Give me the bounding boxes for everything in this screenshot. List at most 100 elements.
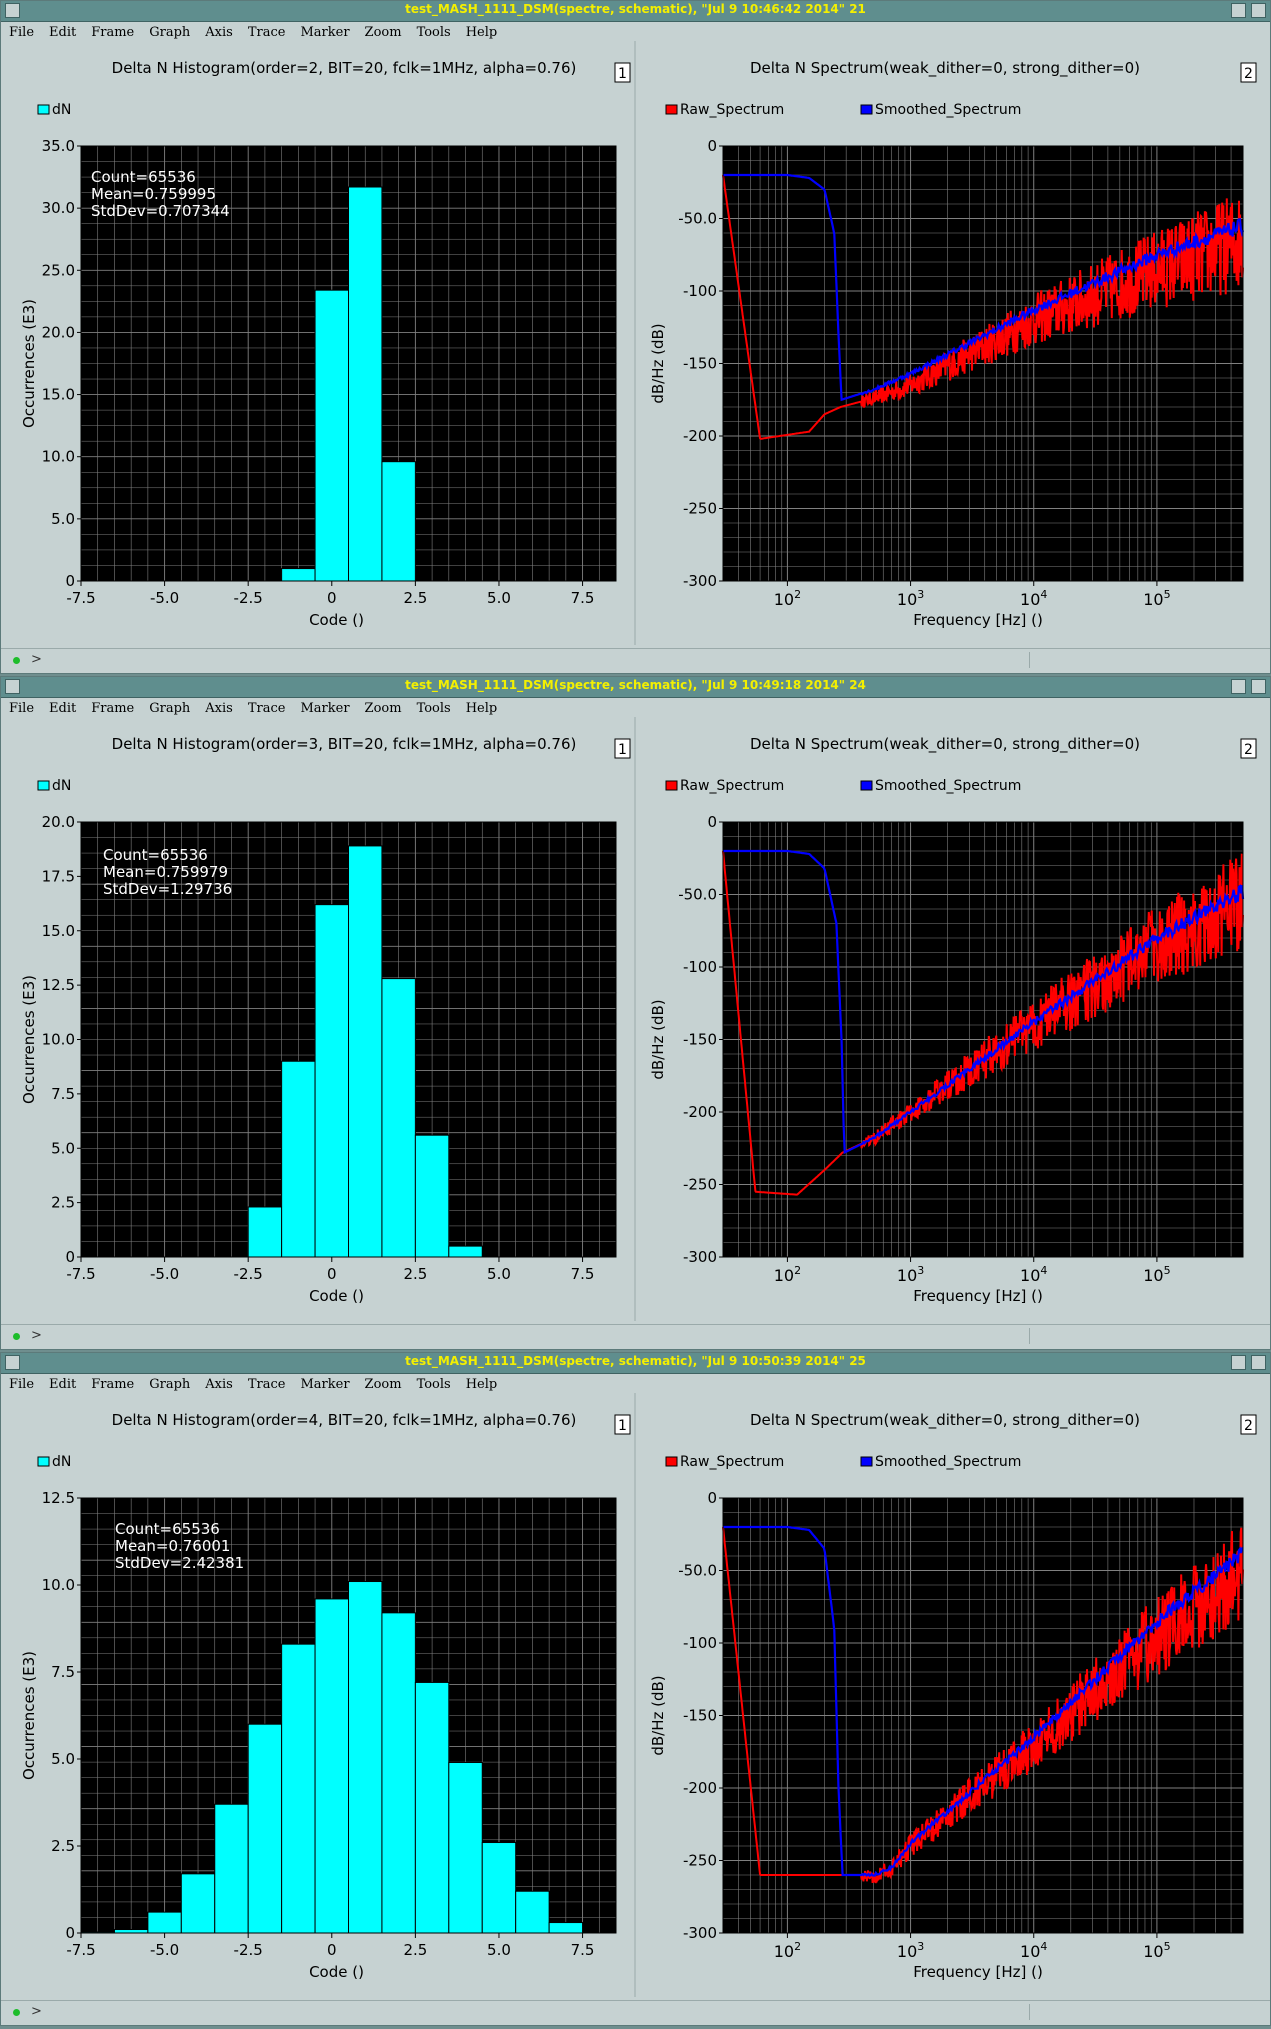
menu-marker[interactable]: Marker — [300, 701, 350, 716]
maximize-button[interactable] — [1251, 3, 1266, 18]
status-separator — [1029, 1328, 1030, 1344]
panel-number-box[interactable] — [1240, 1414, 1257, 1435]
menu-tools[interactable]: Tools — [416, 25, 451, 40]
menu-trace[interactable]: Trace — [247, 1377, 286, 1392]
window-menu-button[interactable] — [5, 679, 20, 694]
spectrum-plot-frame — [722, 1497, 1244, 1934]
y-tick-label: 10.0 — [42, 448, 75, 466]
menu-zoom[interactable]: Zoom — [364, 25, 402, 40]
stat-label: Mean=0.759995 — [91, 185, 216, 203]
plot-title: Delta N Histogram(order=2, BIT=20, fclk=… — [112, 59, 577, 77]
window-menu-button[interactable] — [5, 1355, 20, 1370]
histogram-bar — [281, 1060, 316, 1258]
panel-number-box[interactable] — [614, 1414, 631, 1435]
y-tick-label: -200 — [683, 1779, 717, 1797]
status-led-icon — [13, 1333, 20, 1340]
menu-graph[interactable]: Graph — [149, 25, 191, 40]
minimize-button[interactable] — [1231, 679, 1246, 694]
window-titlebar[interactable]: test_MASH_1111_DSM(spectre, schematic), … — [1, 1353, 1270, 1374]
histogram-plot-frame — [80, 145, 617, 582]
menu-axis[interactable]: Axis — [205, 1377, 233, 1392]
menu-trace[interactable]: Trace — [247, 25, 286, 40]
y-tick-label: 20.0 — [42, 813, 75, 831]
x-tick-label: 2.5 — [403, 1941, 427, 1959]
x-axis-label: Frequency [Hz] () — [913, 1963, 1043, 1981]
x-tick-label: 104 — [1020, 1940, 1047, 1961]
plot-window: test_MASH_1111_DSM(spectre, schematic), … — [0, 0, 1271, 674]
menu-file[interactable]: File — [9, 701, 35, 716]
window-titlebar[interactable]: test_MASH_1111_DSM(spectre, schematic), … — [1, 1, 1270, 22]
menu-graph[interactable]: Graph — [149, 701, 191, 716]
menu-help[interactable]: Help — [465, 25, 498, 40]
menu-tools[interactable]: Tools — [416, 701, 451, 716]
spectrum-plot-frame — [722, 821, 1244, 1258]
x-tick-label: 102 — [774, 588, 801, 609]
menu-tools[interactable]: Tools — [416, 1377, 451, 1392]
menu-graph[interactable]: Graph — [149, 1377, 191, 1392]
maximize-button[interactable] — [1251, 1355, 1266, 1370]
x-tick-label: 2.5 — [403, 589, 427, 607]
x-axis-label: Code () — [309, 1287, 364, 1305]
x-tick-label: 0 — [327, 1941, 337, 1959]
panel-number-box[interactable] — [1240, 62, 1257, 83]
plot-title: Delta N Spectrum(weak_dither=0, strong_d… — [750, 735, 1140, 754]
plot-title: Delta N Histogram(order=4, BIT=20, fclk=… — [112, 1411, 577, 1429]
menu-edit[interactable]: Edit — [49, 701, 77, 716]
y-tick-label: 0 — [707, 137, 717, 155]
stat-label: StdDev=1.29736 — [103, 880, 232, 898]
panel-number-box[interactable] — [614, 738, 631, 759]
command-prompt[interactable]: > — [31, 1328, 42, 1343]
menu-edit[interactable]: Edit — [49, 25, 77, 40]
histogram-bar — [414, 1681, 450, 1934]
menu-marker[interactable]: Marker — [300, 25, 350, 40]
menu-help[interactable]: Help — [465, 701, 498, 716]
legend-swatch-smoothed — [860, 104, 873, 115]
minimize-button[interactable] — [1231, 3, 1246, 18]
panel-number: 2 — [1244, 66, 1253, 82]
menu-edit[interactable]: Edit — [49, 1377, 77, 1392]
minimize-button[interactable] — [1231, 1355, 1246, 1370]
y-tick-label: -250 — [683, 1852, 717, 1870]
menu-axis[interactable]: Axis — [205, 25, 233, 40]
menu-help[interactable]: Help — [465, 1377, 498, 1392]
y-axis-label: dB/Hz (dB) — [649, 323, 667, 403]
command-prompt[interactable]: > — [31, 2004, 42, 2019]
legend-label-dn: dN — [52, 102, 71, 118]
menu-marker[interactable]: Marker — [300, 1377, 350, 1392]
x-tick-label: -5.0 — [150, 589, 179, 607]
command-prompt[interactable]: > — [31, 652, 42, 667]
legend-label-smoothed: Smoothed_Spectrum — [875, 778, 1021, 794]
histogram-bar — [281, 568, 316, 582]
window-menu-button[interactable] — [5, 3, 20, 18]
x-tick-label: 7.5 — [571, 1941, 595, 1959]
menu-axis[interactable]: Axis — [205, 701, 233, 716]
stat-label: Mean=0.759979 — [103, 863, 228, 881]
status-bar: > — [1, 1324, 1270, 1349]
x-tick-label: -7.5 — [66, 589, 95, 607]
menu-bar: File Edit Frame Graph Axis Trace Marker Zoom Too… — [1, 21, 1270, 41]
histogram-bar — [548, 1922, 584, 1934]
histogram-bar — [281, 1643, 316, 1934]
menu-frame[interactable]: Frame — [91, 25, 135, 40]
window-titlebar[interactable]: test_MASH_1111_DSM(spectre, schematic), … — [1, 677, 1270, 698]
legend-label-smoothed: Smoothed_Spectrum — [875, 1454, 1021, 1470]
x-tick-label: -5.0 — [150, 1265, 179, 1283]
menu-frame[interactable]: Frame — [91, 701, 135, 716]
maximize-button[interactable] — [1251, 679, 1266, 694]
raw-spectrum-line — [722, 174, 1244, 440]
menu-frame[interactable]: Frame — [91, 1377, 135, 1392]
menu-file[interactable]: File — [9, 1377, 35, 1392]
menu-zoom[interactable]: Zoom — [364, 701, 402, 716]
y-tick-label: 10.0 — [42, 1031, 75, 1049]
y-tick-label: 5.0 — [51, 1750, 75, 1768]
menu-zoom[interactable]: Zoom — [364, 1377, 402, 1392]
status-bar: > — [1, 648, 1270, 673]
plot-window: test_MASH_1111_DSM(spectre, schematic), … — [0, 1352, 1271, 2026]
stat-label: Count=65536 — [91, 168, 196, 186]
status-led-icon — [13, 657, 20, 664]
x-tick-label: 105 — [1143, 588, 1170, 609]
menu-file[interactable]: File — [9, 25, 35, 40]
panel-number-box[interactable] — [614, 62, 631, 83]
panel-number-box[interactable] — [1240, 738, 1257, 759]
menu-trace[interactable]: Trace — [247, 701, 286, 716]
